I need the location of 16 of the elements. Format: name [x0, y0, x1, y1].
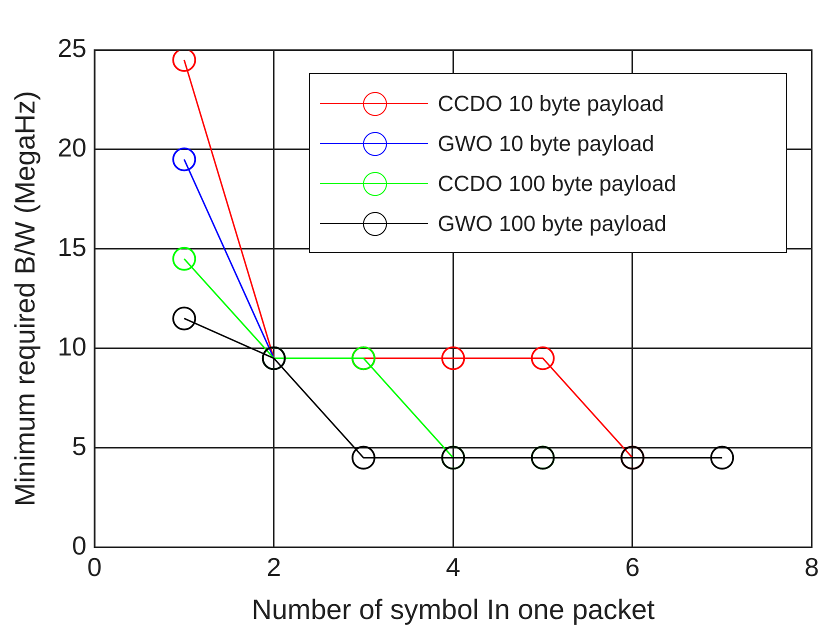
x-tick-label: 2: [266, 552, 282, 582]
legend-label: CCDO 100 byte payload: [438, 171, 676, 197]
x-axis-title: Number of symbol In one packet: [252, 594, 655, 625]
y-tick-label: 25: [58, 33, 87, 64]
y-tick-label: 10: [58, 331, 87, 362]
y-tick-label: 0: [72, 530, 87, 560]
y-tick-label: 15: [58, 232, 87, 262]
x-tick-label: 6: [625, 552, 640, 582]
legend-label: GWO 10 byte payload: [438, 131, 654, 157]
legend-label: GWO 100 byte payload: [438, 211, 666, 237]
y-tick-label: 5: [72, 430, 87, 461]
x-tick-label: 8: [804, 552, 820, 582]
y-tick-label: 20: [58, 132, 87, 163]
legend-label: CCDO 10 byte payload: [438, 91, 664, 117]
y-axis-title: Minimum required B/W (MegaHz): [10, 90, 41, 506]
x-tick-label: 4: [446, 552, 460, 582]
